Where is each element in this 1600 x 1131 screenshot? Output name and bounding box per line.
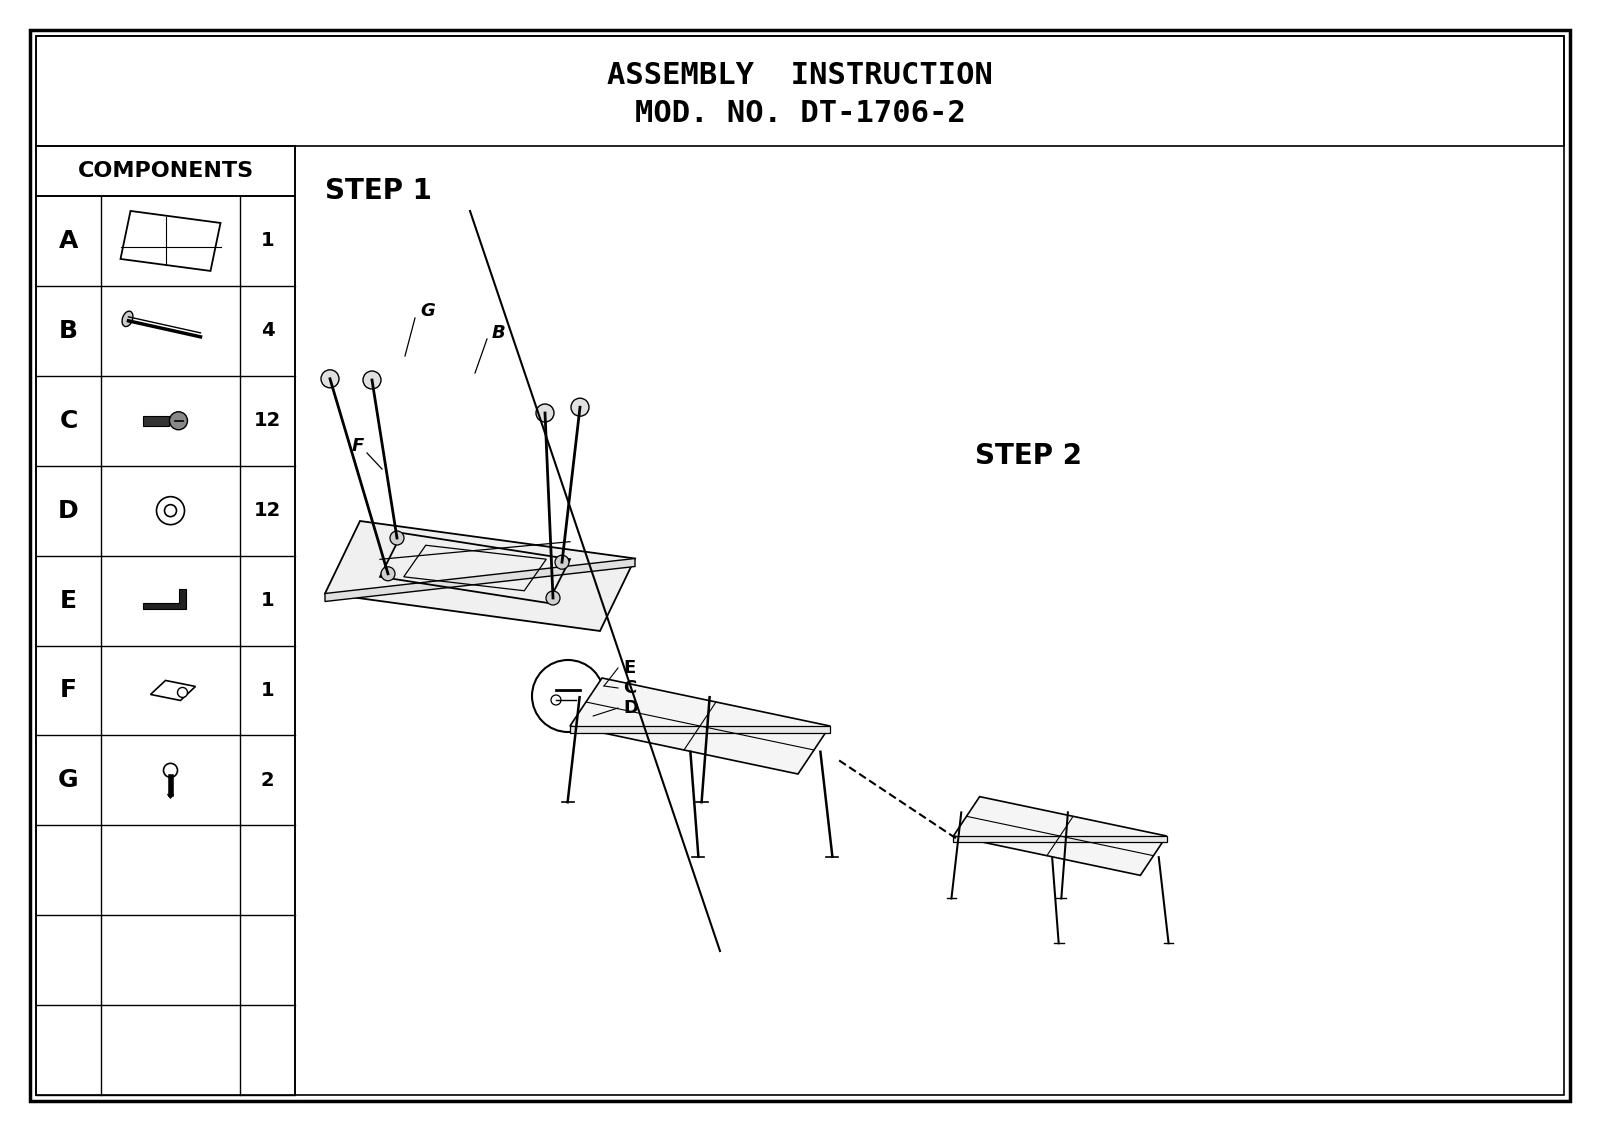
- Text: E: E: [61, 588, 77, 613]
- Text: B: B: [491, 323, 506, 342]
- Text: C: C: [59, 408, 78, 433]
- Circle shape: [363, 371, 381, 389]
- Text: D: D: [622, 699, 638, 717]
- Text: 1: 1: [261, 681, 274, 700]
- Text: 4: 4: [261, 321, 274, 340]
- Polygon shape: [954, 796, 1166, 875]
- Text: COMPONENTS: COMPONENTS: [77, 161, 253, 181]
- Circle shape: [390, 530, 403, 545]
- Text: A: A: [59, 228, 78, 253]
- Text: STEP 1: STEP 1: [325, 176, 432, 205]
- Text: STEP 2: STEP 2: [974, 442, 1082, 470]
- Circle shape: [322, 370, 339, 388]
- Text: 2: 2: [261, 771, 274, 789]
- Text: 12: 12: [254, 501, 282, 520]
- Text: F: F: [61, 679, 77, 702]
- Circle shape: [381, 567, 395, 581]
- Circle shape: [170, 412, 187, 430]
- Text: E: E: [622, 659, 635, 677]
- Circle shape: [157, 497, 184, 525]
- Polygon shape: [325, 559, 635, 602]
- Text: 1: 1: [261, 592, 274, 610]
- Text: F: F: [352, 437, 365, 455]
- Polygon shape: [570, 677, 830, 774]
- Text: D: D: [58, 499, 78, 523]
- Bar: [35, 36, 1565, 146]
- Polygon shape: [168, 794, 173, 798]
- Text: G: G: [58, 768, 78, 793]
- Bar: [35, 146, 294, 196]
- Circle shape: [178, 688, 187, 698]
- Circle shape: [550, 696, 562, 705]
- Circle shape: [546, 592, 560, 605]
- Text: B: B: [59, 319, 78, 343]
- Text: ASSEMBLY  INSTRUCTION: ASSEMBLY INSTRUCTION: [606, 61, 994, 90]
- Circle shape: [163, 763, 178, 777]
- Polygon shape: [150, 681, 195, 700]
- Polygon shape: [142, 588, 186, 608]
- Polygon shape: [325, 521, 635, 631]
- Text: 1: 1: [261, 232, 274, 250]
- Polygon shape: [570, 726, 830, 733]
- Polygon shape: [954, 836, 1166, 841]
- Circle shape: [536, 404, 554, 422]
- Text: G: G: [421, 302, 435, 320]
- Text: 12: 12: [254, 412, 282, 430]
- Bar: [142, 416, 168, 425]
- Circle shape: [555, 555, 570, 569]
- Text: C: C: [622, 679, 637, 697]
- Ellipse shape: [122, 311, 133, 327]
- Circle shape: [571, 398, 589, 416]
- Circle shape: [165, 504, 176, 517]
- Text: MOD. NO. DT-1706-2: MOD. NO. DT-1706-2: [635, 100, 965, 129]
